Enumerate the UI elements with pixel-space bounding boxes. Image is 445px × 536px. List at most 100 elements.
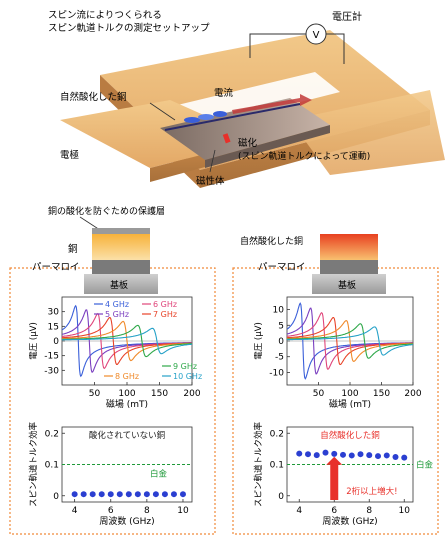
data-point [125,491,132,498]
data-point [98,491,105,498]
legend-entry: 9 GHz [173,362,197,371]
x-tick-label: 100 [341,389,358,399]
y-tick-label: 5 [278,321,284,331]
data-point [134,491,141,498]
y-tick-label: 0 [53,337,59,347]
y-tick-label: -10 [269,368,284,378]
x-axis-label: 周波数 (GHz) [99,515,154,527]
magnetization-marker-icon [222,133,231,144]
x-tick-label: 4 [296,506,302,516]
x-tick-label: 4 [72,506,78,516]
x-tick-label: 8 [144,506,150,516]
voltmeter-label: 電圧計 [332,10,362,23]
x-tick-label: 50 [313,389,325,399]
y-tick-label: -15 [44,352,59,362]
y-axis-label: 電圧 (μV) [254,322,264,360]
stack-right-py-label: パーマロイ [258,262,306,273]
y-tick-label: 0 [53,492,59,502]
stack-left-caption: 銅の酸化を防ぐための保護層 [48,205,165,217]
series-line-7ghz [62,317,192,365]
y-axis-label: スピン軌道トルク効率 [253,422,264,508]
data-point [313,452,320,459]
voltmeter-symbol: V [313,30,320,41]
data-point [296,450,303,457]
setup-title-line1: スピン流によりつくられる [48,9,162,21]
oxidized-cu-label: 自然酸化した銅 [60,91,127,103]
data-point [161,491,168,498]
magnetic-label: 磁性体 [196,175,225,187]
electrode-label: 電極 [60,149,80,161]
legend-entry: 5 GHz [105,310,129,319]
stack-left-substrate-label: 基板 [110,279,128,291]
x-tick-label: 50 [89,389,101,399]
x-tick-label: 6 [331,506,337,516]
current-label: 電流 [214,87,234,99]
stack-left-py-label: パーマロイ [32,262,80,273]
data-point [340,451,346,458]
left-panel-frame [9,267,216,535]
y-tick-label: -30 [44,366,59,376]
y-tick-label: 10 [273,306,285,316]
x-tick-label: 6 [108,506,114,516]
x-axis-label: 磁場 (mT) [106,398,148,410]
stack-right-caption: 自然酸化した銅 [240,235,303,247]
data-point [375,453,381,460]
stack-left: 銅の酸化を防ぐための保護層 銅 パーマロイ 基板 [32,205,165,294]
x-tick-label: 10 [177,506,189,516]
x-tick-label: 200 [404,389,421,399]
data-point [152,491,159,498]
voltage-chart-left: 50 100 150 200 -30 -15 0 15 30 磁場 (mT) 電圧 (μV) 4 GH… [29,296,202,410]
magnetization-sub-label: (スピン軌道トルクによって運動) [238,150,370,162]
series-line-8ghz [61,320,193,362]
x-tick-label: 8 [366,506,372,516]
series-line-9ghz [287,323,413,359]
magnetization-label: 磁化 [238,137,258,149]
series-line-8ghz [286,320,414,362]
x-axis-label: 磁場 (mT) [329,398,371,410]
increase-annotation: 2桁以上増大! [346,486,397,497]
data-point [116,491,123,498]
spin-arrows-icon [184,111,227,123]
data-point [89,491,96,498]
stack-right: 自然酸化した銅 パーマロイ 基板 [240,234,386,294]
increase-arrow-icon [326,456,343,500]
data-point [357,451,364,458]
series-line-9ghz [61,324,193,358]
voltmeter-circuit: V 電圧計 [249,10,362,64]
series-line-7ghz [287,316,414,366]
data-point [80,491,87,498]
data-point [348,452,355,459]
platinum-label: 白金 [416,460,434,471]
data-point [331,450,338,457]
legend-entry: 6 GHz [153,300,177,309]
right-panel-frame [232,267,439,535]
stack-left-cu-label: 銅 [68,243,78,255]
x-tick-label: 150 [373,389,390,399]
y-axis-label: 電圧 (μV) [29,322,39,360]
x-axis-label: 周波数 (GHz) [322,515,377,527]
y-tick-label: 0.2 [45,429,59,439]
series-line-10ghz [62,327,193,355]
data-point [322,449,329,456]
x-tick-label: 200 [183,389,200,399]
y-tick-label: 0.2 [270,429,284,439]
efficiency-chart-left: 4 6 8 10 0 0.1 0.2 周波数 (GHz) スピン軌道トルク効率 白金 酸化されていな… [28,422,193,527]
y-axis-label: スピン軌道トルク効率 [28,422,39,508]
current-arrow-icon [232,94,312,114]
y-tick-label: 0.1 [270,461,284,471]
x-tick-label: 100 [118,389,135,399]
y-tick-label: 0.1 [45,461,59,471]
data-point [71,491,78,498]
data-point [383,452,390,459]
data-point [401,454,408,461]
voltage-chart-right: 50 100 150 200 -10 -5 0 5 10 磁場 (mT) 電圧 (μV) [254,296,422,410]
series-line-10ghz [287,326,414,356]
y-tick-label: 0 [278,492,284,502]
platinum-label: 白金 [150,469,168,480]
setup-illustration: V 電圧計 スピン流によりつくられる スピン軌道トルクの測定セットアップ 自然酸… [48,9,445,188]
data-point [366,452,373,459]
x-tick-label: 150 [151,389,168,399]
legend-entry: 8 GHz [115,372,139,381]
data-point [170,491,177,498]
efficiency-chart-right: 4 6 8 10 0 0.1 0.2 周波数 (GHz) スピン軌道トルク効率 白金 自然酸化した銅… [253,422,434,527]
